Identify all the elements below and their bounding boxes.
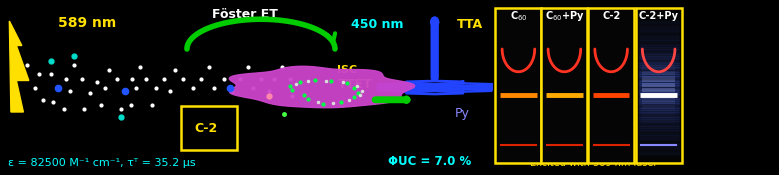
FancyBboxPatch shape — [541, 8, 587, 163]
FancyArrowPatch shape — [434, 21, 435, 78]
Text: TTA: TTA — [456, 18, 483, 31]
Polygon shape — [229, 66, 414, 108]
Text: Py: Py — [455, 107, 470, 120]
FancyArrowPatch shape — [375, 99, 407, 101]
FancyBboxPatch shape — [181, 106, 237, 150]
FancyBboxPatch shape — [588, 8, 634, 163]
Polygon shape — [9, 21, 29, 112]
FancyArrowPatch shape — [327, 33, 335, 46]
Text: Excited with 589 nm laser: Excited with 589 nm laser — [530, 158, 657, 168]
Text: ΦUC = 7.0 %: ΦUC = 7.0 % — [388, 155, 471, 168]
FancyBboxPatch shape — [495, 8, 541, 163]
FancyBboxPatch shape — [636, 8, 682, 163]
Text: 589 nm: 589 nm — [58, 16, 117, 30]
Text: C-2: C-2 — [602, 11, 620, 21]
Text: C-2+Py: C-2+Py — [639, 11, 679, 21]
Text: C$_{60}$: C$_{60}$ — [509, 9, 527, 23]
Text: C$_{60}$+Py: C$_{60}$+Py — [545, 9, 584, 23]
Text: ε = 82500 M⁻¹ cm⁻¹, τᵀ = 35.2 μs: ε = 82500 M⁻¹ cm⁻¹, τᵀ = 35.2 μs — [8, 158, 196, 168]
Text: Föster ET: Föster ET — [213, 8, 278, 20]
Text: ISC: ISC — [337, 65, 357, 75]
Text: C-2: C-2 — [195, 122, 218, 135]
Text: TTET: TTET — [338, 78, 372, 90]
Text: 450 nm: 450 nm — [351, 18, 404, 31]
